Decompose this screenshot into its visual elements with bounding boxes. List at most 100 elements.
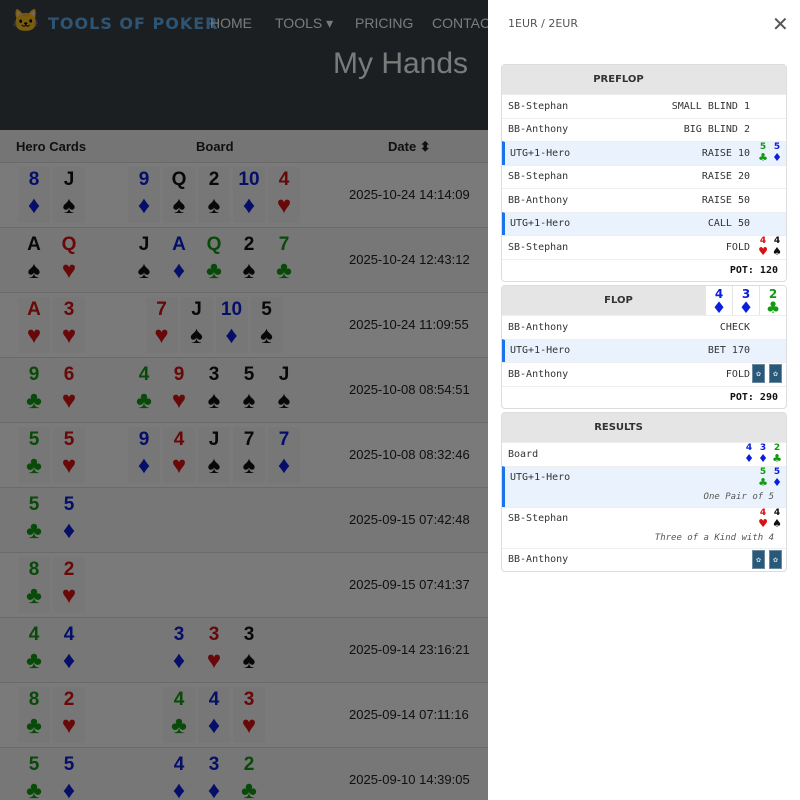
cat-logo-icon[interactable]: 🐱 — [12, 8, 40, 33]
suit-icon: ♠ — [260, 322, 273, 349]
action-row: BB-Anthony CHECK — [502, 315, 786, 339]
suit-icon: ♠ — [27, 257, 41, 284]
card: Q ♣ — [198, 232, 230, 288]
card: 4 ♥ — [163, 427, 195, 483]
card-back-icon: ✿ — [769, 364, 782, 383]
table-row[interactable]: 8 ♣ 2 ♥ 4 ♣ 4 ♦ 3 ♥ 2025-09-14 07:11:16 — [0, 682, 488, 747]
card-rank: 9 — [28, 364, 40, 385]
table-row[interactable]: 8 ♣ 2 ♥ 2025-09-15 07:41:37 — [0, 552, 488, 617]
board-cards: J ♠ A ♦ Q ♣ 2 ♠ 7 ♣ — [128, 232, 300, 288]
card: 5 ♣ — [758, 143, 768, 164]
table-row[interactable]: 4 ♣ 4 ♦ 3 ♦ 3 ♥ 3 ♠ 2025-09-14 23:16:21 — [0, 617, 488, 682]
suit-icon: ♦ — [744, 452, 754, 465]
suit-icon: ♣ — [758, 151, 768, 164]
brand[interactable]: TOOLS OF POKER — [48, 14, 219, 33]
board-cards: 9 ♦ Q ♠ 2 ♠ 10 ♦ 4 ♥ — [128, 167, 300, 223]
board-cards: 3 ♦ 3 ♥ 3 ♠ — [163, 622, 265, 678]
table-row[interactable]: 5 ♣ 5 ♦ 2025-09-15 07:42:48 — [0, 487, 488, 552]
suit-icon: ♦ — [277, 452, 291, 479]
card: 4 ♥ — [758, 507, 768, 530]
card: 4 ♦ — [198, 687, 230, 743]
card-rank: A — [27, 299, 41, 320]
table-row[interactable]: 9 ♣ 6 ♥ 4 ♣ 9 ♥ 3 ♠ 5 ♠ J ♠ 2025-10-08 08:54:51 — [0, 357, 488, 422]
card-rank: 7 — [156, 299, 167, 320]
close-icon[interactable]: ✕ — [772, 12, 789, 36]
table-row[interactable]: A ♠ Q ♥ J ♠ A ♦ Q ♣ 2 ♠ 7 ♣ 2025-10-24 12:43:12 — [0, 227, 488, 292]
suit-icon: ♣ — [171, 712, 187, 739]
nav-tools[interactable]: TOOLS ▾ — [275, 15, 334, 31]
card-rank: 3 — [173, 624, 185, 645]
suit-icon: ♠ — [137, 257, 151, 284]
hand-rank: One Pair of 5 — [703, 491, 774, 502]
suit-icon: ♦ — [172, 647, 186, 674]
hero-cards: 8 ♣ 2 ♥ — [18, 557, 85, 613]
card-rank: 3 — [208, 624, 220, 645]
card: 7 ♣ — [268, 232, 300, 288]
card-rank: 9 — [138, 169, 150, 190]
card-rank: A — [172, 234, 186, 255]
table-row[interactable]: 5 ♣ 5 ♥ 9 ♦ 4 ♥ J ♠ 7 ♠ 7 ♦ 2025-10-08 08:32:46 — [0, 422, 488, 487]
suit-icon: ♠ — [772, 516, 782, 530]
table-row[interactable]: A ♥ 3 ♥ 7 ♥ J ♠ 10 ♦ 5 ♠ 2025-10-24 11:09:55 — [0, 292, 488, 357]
card: 4 ♣ — [128, 362, 160, 418]
player-cards: ✿ ✿ — [752, 549, 782, 569]
card-rank: J — [63, 169, 75, 190]
action: RAISE 50 — [701, 194, 750, 206]
card-rank: 5 — [28, 429, 40, 450]
hands-page-dimmed[interactable]: 🐱 TOOLS OF POKER HOME TOOLS ▾ PRICING CO… — [0, 0, 488, 800]
suit-icon: ♣ — [26, 387, 42, 414]
hand-date: 2025-10-24 12:43:12 — [349, 252, 470, 267]
suit-icon: ♥ — [241, 712, 257, 739]
suit-icon: ♣ — [26, 452, 42, 479]
card: 2 ♥ — [53, 557, 85, 613]
card-rank: 4 — [745, 443, 753, 453]
card: 2 ♣ — [233, 752, 265, 800]
suit-icon: ♠ — [190, 322, 203, 349]
board-cards: 7 ♥ J ♠ 10 ♦ 5 ♠ — [145, 297, 283, 353]
hero-cards: 4 ♣ 4 ♦ — [18, 622, 85, 678]
card: 5 ♠ — [250, 297, 283, 353]
action-row: BB-Anthony ✿ ✿ — [502, 547, 786, 572]
card: 4 ♦ — [163, 752, 195, 800]
action-row: Board 4 ♦ 3 ♦ 2 ♣ — [502, 442, 786, 466]
card-rank: 4 — [773, 236, 781, 246]
table-row[interactable]: 5 ♣ 5 ♦ 4 ♦ 3 ♦ 2 ♣ 2025-09-10 14:39:05 — [0, 747, 488, 800]
nav-pricing[interactable]: PRICING — [355, 15, 414, 31]
card-rank: 8 — [28, 169, 40, 190]
card-rank: 4 — [759, 507, 767, 518]
card-rank: 3 — [759, 443, 767, 453]
nav-home[interactable]: HOME — [210, 15, 252, 31]
street-cards: 4 ♦ 3 ♦ 2 ♣ — [706, 286, 786, 316]
card: 5 ♣ — [18, 427, 50, 483]
col-date[interactable]: Date ⬍ — [388, 139, 431, 154]
col-hero-cards: Hero Cards — [16, 139, 87, 154]
suit-icon: ♠ — [62, 192, 76, 219]
card-rank: 7 — [243, 429, 255, 450]
suit-icon: ♥ — [758, 516, 768, 530]
nav-contact[interactable]: CONTACT — [432, 15, 488, 31]
player-cards: 4 ♥ 4 ♠ — [758, 236, 782, 258]
player-name: Board — [508, 448, 539, 460]
card-rank: 5 — [773, 142, 781, 152]
card: 2 ♠ — [198, 167, 230, 223]
player-cards: 4 ♦ 3 ♦ 2 ♣ — [744, 443, 782, 465]
card: 3 ♠ — [233, 622, 265, 678]
card-rank: 4 — [173, 754, 185, 775]
table-row[interactable]: 8 ♦ J ♠ 9 ♦ Q ♠ 2 ♠ 10 ♦ 4 ♥ 2025-10-24 14:14:09 — [0, 162, 488, 227]
suit-icon: ♦ — [137, 192, 151, 219]
card-rank: 4 — [173, 429, 185, 450]
card-rank: 3 — [243, 689, 255, 710]
suit-icon: ♦ — [772, 151, 782, 164]
card: J ♠ — [268, 362, 300, 418]
hand-date: 2025-10-08 08:54:51 — [349, 382, 470, 397]
card: 7 ♦ — [268, 427, 300, 483]
card: 3 ♠ — [198, 362, 230, 418]
player-cards: 4 ♥ 4 ♠ — [758, 507, 782, 530]
table-header: Hero Cards Board Date ⬍ — [0, 130, 488, 162]
card: 9 ♦ — [128, 167, 160, 223]
board-cards: 4 ♣ 4 ♦ 3 ♥ — [163, 687, 265, 743]
player-name: UTG+1-Hero — [510, 471, 571, 483]
pot-total: POT: 120 — [502, 258, 786, 281]
hand-detail-panel: 1EUR / 2EUR ✕ PREFLOP SB-Stephan SMALL BLI… — [488, 0, 800, 800]
card-rank: 5 — [243, 364, 255, 385]
